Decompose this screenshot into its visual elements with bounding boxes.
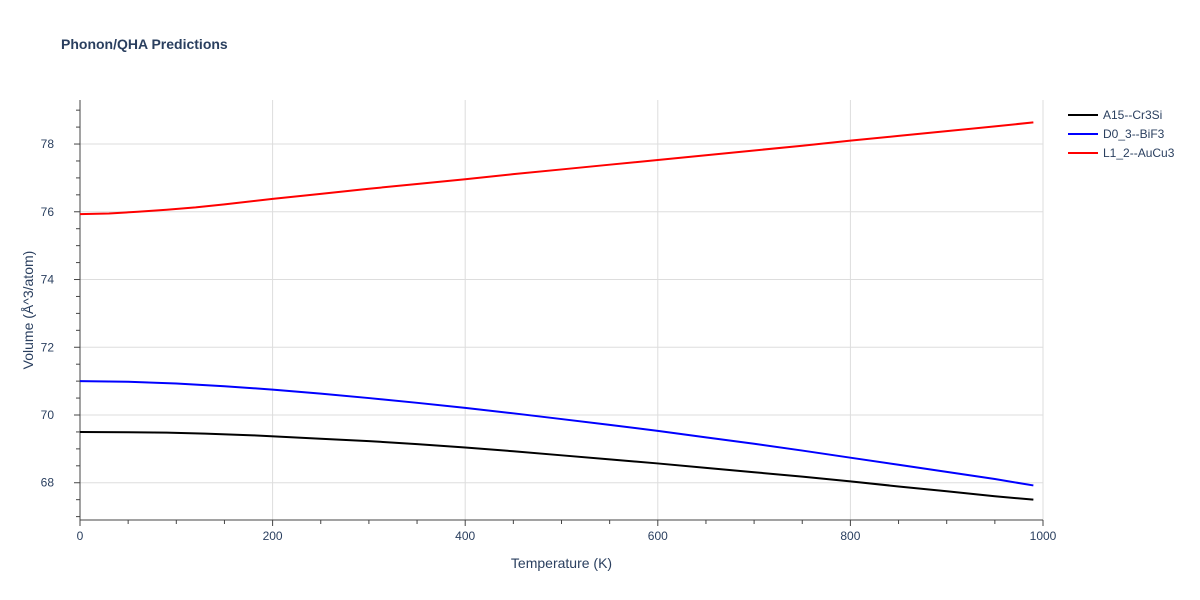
y-tick-label: 76	[41, 205, 55, 219]
x-tick-label: 1000	[1030, 529, 1057, 543]
legend: A15--Cr3Si D0_3--BiF3 L1_2--AuCu3	[1068, 105, 1174, 162]
x-tick-label: 200	[263, 529, 283, 543]
legend-item[interactable]: A15--Cr3Si	[1068, 105, 1174, 124]
legend-swatch	[1068, 151, 1098, 154]
x-tick-label: 400	[455, 529, 475, 543]
series-line-0[interactable]	[79, 430, 1034, 501]
legend-label: D0_3--BiF3	[1103, 126, 1165, 141]
legend-label: L1_2--AuCu3	[1103, 145, 1175, 160]
axis-layer: 0 200 400 600 800 1000 68 70 72 74 76 78	[41, 100, 1057, 543]
series-line-2[interactable]	[79, 121, 1034, 216]
series-layer	[79, 121, 1034, 501]
legend-item[interactable]: D0_3--BiF3	[1068, 124, 1174, 143]
x-tick-label: 600	[648, 529, 668, 543]
grid-layer	[80, 100, 1044, 520]
series-line-1[interactable]	[79, 380, 1034, 487]
y-tick-label: 72	[41, 340, 55, 354]
chart-title: Phonon/QHA Predictions	[61, 36, 228, 52]
y-tick-label: 70	[41, 408, 55, 422]
x-tick-label: 0	[77, 529, 84, 543]
legend-label: A15--Cr3Si	[1103, 107, 1163, 122]
x-tick-label: 800	[840, 529, 860, 543]
y-axis-title: Volume (Å^3/atom)	[20, 251, 36, 370]
legend-swatch	[1068, 132, 1098, 135]
legend-swatch	[1068, 113, 1098, 116]
y-tick-label: 78	[41, 137, 55, 151]
y-tick-label: 74	[41, 273, 55, 287]
y-tick-label: 68	[41, 476, 55, 490]
x-axis-title: Temperature (K)	[511, 555, 612, 571]
legend-item[interactable]: L1_2--AuCu3	[1068, 143, 1174, 162]
